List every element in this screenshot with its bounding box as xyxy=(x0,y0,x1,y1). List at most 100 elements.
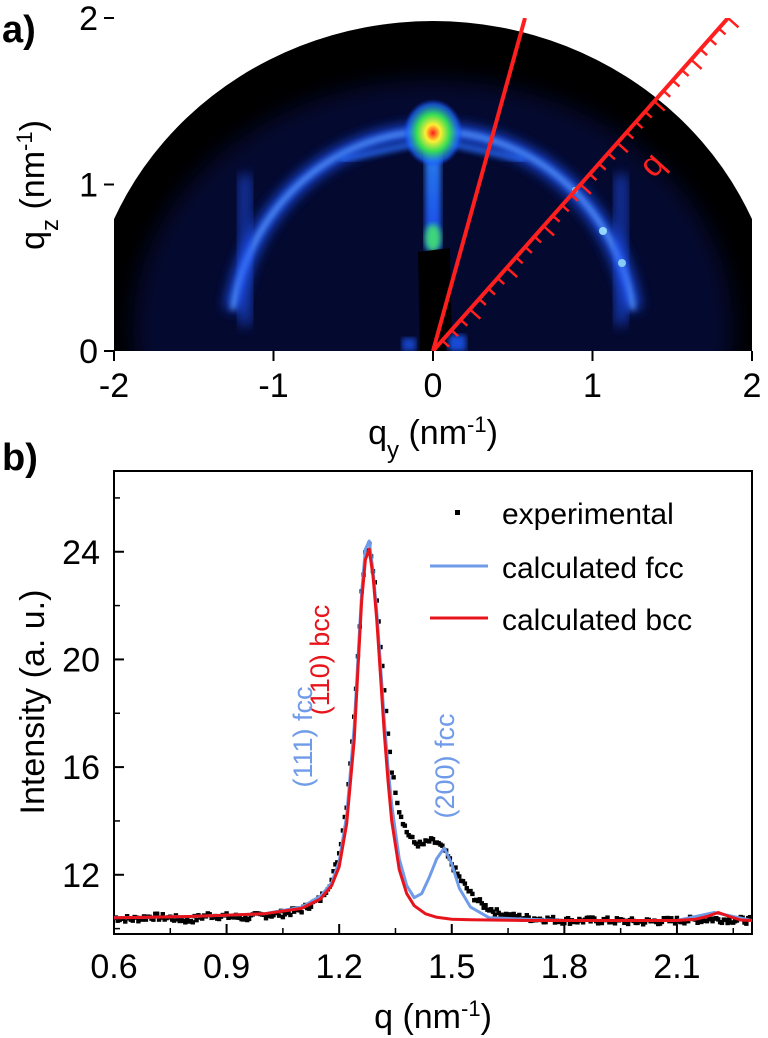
experimental-point xyxy=(402,823,408,828)
q-scale-tick xyxy=(579,183,592,195)
experimental-point xyxy=(524,912,530,918)
panel-b-label: b) xyxy=(2,437,38,479)
experimental-point xyxy=(160,912,165,917)
experimental-point xyxy=(291,909,297,914)
experimental-point xyxy=(749,915,752,921)
experimental-point xyxy=(276,913,282,918)
experimental-point xyxy=(725,920,730,926)
experimental-point xyxy=(490,909,496,914)
q-scale-tick xyxy=(681,69,690,77)
q-scale-tick xyxy=(496,277,506,286)
experimental-point xyxy=(413,841,419,846)
experimental-point xyxy=(190,920,196,925)
q-scale-tick xyxy=(690,58,703,70)
legend: experimental calculated fcc calculated bcc xyxy=(430,498,692,637)
experimental-point xyxy=(393,790,398,795)
panel-a-y-tick-label: 0 xyxy=(79,333,98,371)
experimental-point xyxy=(224,911,229,916)
experimental-point xyxy=(404,829,409,835)
experimental-point xyxy=(672,921,678,926)
q-scale-tick xyxy=(515,256,524,265)
q-scale-tick xyxy=(607,152,616,161)
experimental-point xyxy=(669,916,674,921)
experimental-point xyxy=(599,920,605,926)
q-scale-tick xyxy=(598,162,607,171)
experimental-point xyxy=(410,834,415,840)
experimental-point xyxy=(123,919,128,924)
experimental-point xyxy=(580,920,586,925)
panel-a-x-tick-label: 1 xyxy=(583,367,602,405)
experimental-point xyxy=(723,917,728,923)
legend-marker-experimental xyxy=(455,510,460,515)
experimental-point xyxy=(550,914,556,920)
experimental-point xyxy=(382,688,387,693)
experimental-point xyxy=(674,915,680,921)
q-scale-tick xyxy=(533,235,542,244)
panel-a-label: a) xyxy=(2,9,36,51)
experimental-point xyxy=(716,917,721,922)
q-scale-tick xyxy=(459,318,469,327)
experimental-point xyxy=(241,917,246,922)
experimental-point xyxy=(526,915,531,920)
panel-b-x-tick-label: 2.1 xyxy=(653,948,700,986)
experimental-point xyxy=(695,920,700,926)
panel-b-y-tick-label: 12 xyxy=(62,857,100,895)
panel-b-x-tick-label: 0.6 xyxy=(90,948,137,986)
experimental-point xyxy=(331,869,336,874)
q-scale-tick xyxy=(634,121,644,129)
panel-a-x-title: qy (nm-1) xyxy=(368,412,498,464)
experimental-point xyxy=(562,920,567,926)
experimental-point xyxy=(171,918,177,923)
experimental-point xyxy=(387,749,393,755)
experimental-point xyxy=(154,911,160,916)
experimental-point xyxy=(481,905,486,910)
panel-b-x-title: q (nm-1) xyxy=(374,996,492,1037)
panel-b-frame xyxy=(113,470,753,935)
experimental-point xyxy=(299,910,304,915)
experimental-point xyxy=(612,921,618,926)
experimental-point xyxy=(397,810,402,815)
experimental-point xyxy=(605,915,610,920)
panel-b-y-tick-label: 16 xyxy=(62,749,100,787)
experimental-point xyxy=(665,915,670,921)
experimental-point xyxy=(565,915,571,921)
q-scale-tick xyxy=(671,79,681,88)
experimental-point xyxy=(699,919,704,925)
panel-a-x-tick-label: 0 xyxy=(424,367,443,405)
q-scale-tick xyxy=(478,298,487,306)
experimental-point xyxy=(744,921,749,926)
experimental-point xyxy=(308,904,314,909)
experimental-point xyxy=(719,920,725,926)
annotation-110-bcc: (110) bcc xyxy=(305,605,335,716)
q-direction-line xyxy=(431,18,527,351)
q-scale-tick xyxy=(644,110,653,119)
panel-b-x-tick-label: 0.9 xyxy=(203,948,250,986)
panel-a-x-tick-label: 2 xyxy=(743,367,762,405)
panel-b-y-title: Intensity (a. u.) xyxy=(14,590,52,815)
panel-b-y-tick-label: 24 xyxy=(62,534,100,572)
legend-label: calculated bcc xyxy=(502,604,692,637)
experimental-point xyxy=(453,865,458,870)
q-scale-tick xyxy=(524,246,533,254)
experimental-point xyxy=(455,871,460,876)
panel-b-line-chart: 0.6 0.9 1.2 1.5 1.8 2.1 12 16 20 24 experimental c… xyxy=(62,470,753,986)
annotation-200-fcc: (200) fcc xyxy=(430,713,460,818)
experimental-point xyxy=(440,843,445,848)
experimental-point xyxy=(488,907,494,912)
experimental-point xyxy=(183,920,188,925)
panel-b-axes: 0.6 0.9 1.2 1.5 1.8 2.1 12 16 20 24 xyxy=(62,497,734,986)
experimental-point xyxy=(479,901,484,906)
panel-a-y-tick-label: 1 xyxy=(79,167,98,205)
experimental-point xyxy=(586,915,591,920)
experimental-point xyxy=(464,886,469,891)
experimental-point xyxy=(194,917,199,923)
experimental-point xyxy=(708,916,713,922)
experimental-point xyxy=(184,916,190,921)
legend-label: calculated fcc xyxy=(502,552,684,585)
q-scale-tick xyxy=(450,329,460,338)
experimental-point xyxy=(575,920,580,925)
q-scale-tick xyxy=(653,100,666,112)
experimental-point xyxy=(199,916,205,921)
experimental-point xyxy=(395,800,400,806)
